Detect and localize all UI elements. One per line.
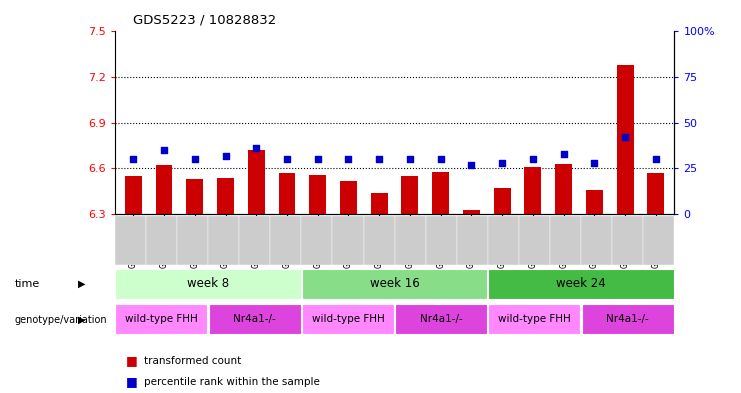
Point <box>558 151 570 157</box>
Bar <box>208 216 239 265</box>
Point <box>158 147 170 153</box>
Bar <box>217 178 234 214</box>
Point <box>281 156 293 163</box>
Text: ■: ■ <box>126 354 138 367</box>
Bar <box>555 164 572 214</box>
Point <box>588 160 600 166</box>
Bar <box>612 216 643 265</box>
Bar <box>488 269 674 299</box>
Point <box>650 156 662 163</box>
Text: wild-type FHH: wild-type FHH <box>311 314 385 324</box>
Bar <box>463 209 480 214</box>
Bar <box>116 304 207 334</box>
Bar <box>519 216 550 265</box>
Point <box>527 156 539 163</box>
Text: time: time <box>15 279 40 289</box>
Bar <box>209 304 301 334</box>
Bar <box>309 174 326 214</box>
Bar <box>124 176 142 214</box>
Point <box>127 156 139 163</box>
Point <box>250 145 262 152</box>
Bar <box>156 165 173 214</box>
Bar <box>270 216 302 265</box>
Bar <box>525 167 542 214</box>
Text: wild-type FHH: wild-type FHH <box>125 314 198 324</box>
Text: percentile rank within the sample: percentile rank within the sample <box>144 377 320 387</box>
Bar <box>370 193 388 214</box>
Text: transformed count: transformed count <box>144 356 242 366</box>
Bar <box>302 304 394 334</box>
Text: week 8: week 8 <box>187 277 229 290</box>
Point <box>619 134 631 141</box>
Text: Nr4a1-/-: Nr4a1-/- <box>420 314 462 324</box>
Text: ▶: ▶ <box>78 314 85 325</box>
Bar <box>402 176 419 214</box>
Bar <box>333 216 364 265</box>
Bar <box>581 216 612 265</box>
Bar <box>364 216 394 265</box>
Text: Nr4a1-/-: Nr4a1-/- <box>233 314 276 324</box>
Text: Nr4a1-/-: Nr4a1-/- <box>606 314 649 324</box>
Text: week 16: week 16 <box>370 277 419 290</box>
Point <box>373 156 385 163</box>
Bar <box>488 216 519 265</box>
Bar <box>617 65 634 214</box>
Bar <box>586 190 603 214</box>
Bar <box>115 216 146 265</box>
Bar <box>648 173 665 214</box>
Bar <box>302 216 333 265</box>
Point <box>189 156 201 163</box>
Bar <box>146 216 177 265</box>
Bar <box>456 216 488 265</box>
Text: GDS5223 / 10828832: GDS5223 / 10828832 <box>133 14 276 27</box>
Point <box>312 156 324 163</box>
Bar <box>425 216 456 265</box>
Bar <box>177 216 208 265</box>
Bar <box>432 171 449 214</box>
Bar <box>643 216 674 265</box>
Text: genotype/variation: genotype/variation <box>15 314 107 325</box>
Point <box>496 160 508 166</box>
Bar <box>116 269 301 299</box>
Bar <box>550 216 581 265</box>
Bar <box>395 216 425 265</box>
Text: ▶: ▶ <box>78 279 85 289</box>
Point <box>435 156 447 163</box>
Text: ■: ■ <box>126 375 138 389</box>
Bar <box>582 304 674 334</box>
Bar <box>340 181 357 214</box>
Text: week 24: week 24 <box>556 277 606 290</box>
Point <box>219 152 231 159</box>
Bar <box>186 179 203 214</box>
Text: wild-type FHH: wild-type FHH <box>498 314 571 324</box>
Point <box>404 156 416 163</box>
Bar <box>279 173 296 214</box>
Bar <box>302 269 487 299</box>
Bar <box>494 188 511 214</box>
Bar <box>488 304 580 334</box>
Bar <box>395 304 487 334</box>
Point <box>465 162 477 168</box>
Bar <box>239 216 270 265</box>
Point <box>342 156 354 163</box>
Bar <box>247 150 265 214</box>
